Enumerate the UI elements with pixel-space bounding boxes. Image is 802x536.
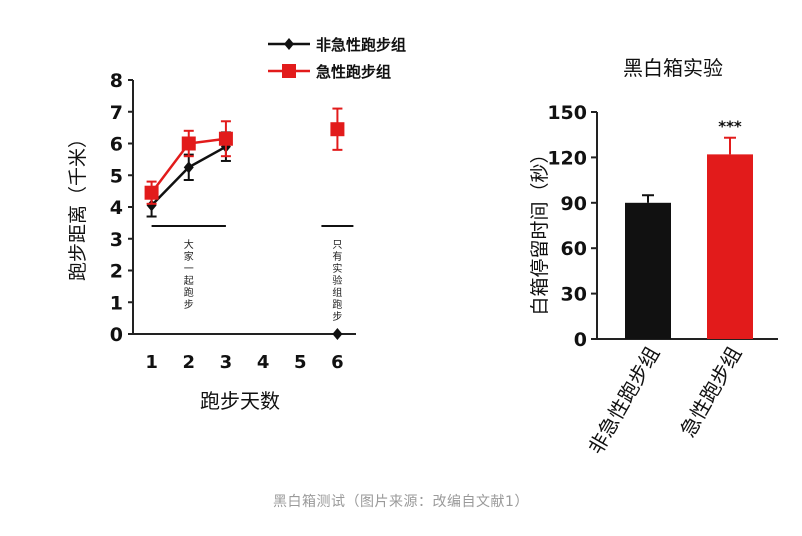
- annotation-char: 只: [332, 240, 342, 251]
- annotation-char: 步: [184, 299, 194, 311]
- legend-label: 非急性跑步组: [316, 36, 406, 54]
- line-point-square: [218, 131, 233, 146]
- annotation-char: 跑: [332, 298, 342, 311]
- annotation-label: 只有实验组跑步: [332, 240, 342, 323]
- annotation-label: 大家一起跑步: [184, 238, 194, 311]
- line-point-diamond: [332, 328, 343, 340]
- line-y-axis-label: 跑步距离（千米）: [67, 129, 89, 281]
- annotation-char: 大: [184, 238, 194, 251]
- bar-acute: [707, 154, 753, 339]
- annotation-char: 组: [332, 286, 342, 299]
- line-y-tick-label: 4: [110, 197, 123, 219]
- line-x-tick-label: 6: [331, 352, 344, 373]
- line-point-diamond: [146, 199, 157, 212]
- line-series-group: [144, 107, 345, 340]
- line-y-tick-label: 7: [110, 102, 123, 124]
- annotation-char: 跑: [184, 286, 194, 299]
- bar-y-tick-label: 90: [561, 193, 587, 215]
- annotation-char: 实: [332, 262, 342, 275]
- line-y-tick-label: 3: [110, 229, 123, 251]
- bar-category-label: 急性跑步组: [676, 343, 747, 442]
- annotation-char: 起: [184, 275, 194, 287]
- line-y-tick-label: 6: [110, 134, 123, 156]
- annotation-char: 一: [184, 264, 194, 275]
- line-point-square: [144, 185, 159, 200]
- line-x-axis-label: 跑步天数: [200, 389, 280, 413]
- bar-y-tick-label: 120: [547, 147, 587, 169]
- line-x-tick-label: 4: [257, 352, 270, 373]
- line-x-ticks: 1 2 3 4 5 6: [145, 352, 343, 373]
- line-point-diamond: [183, 161, 194, 174]
- line-x-tick-label: 5: [294, 352, 307, 373]
- line-x-tick-label: 1: [145, 352, 158, 373]
- line-y-tick-label: 2: [110, 261, 123, 283]
- line-point-square: [330, 122, 345, 137]
- line-y-tick-label: 8: [110, 70, 123, 92]
- legend-marker-diamond: [284, 38, 294, 50]
- bar-y-ticks: 0 30 60 90 120 150: [547, 102, 597, 351]
- legend-marker-square: [282, 64, 296, 78]
- bar-x-tick-labels: 非急性跑步组 急性跑步组: [584, 343, 747, 459]
- line-y-tick-label: 1: [110, 292, 123, 314]
- line-point-square: [181, 136, 196, 151]
- annotation-char: 家: [184, 250, 194, 263]
- legend-label: 急性跑步组: [316, 63, 391, 81]
- bar-y-tick-label: 60: [561, 238, 587, 260]
- annotation-char: 有: [332, 250, 342, 263]
- line-y-tick-label: 0: [110, 324, 123, 346]
- line-y-tick-label: 5: [110, 165, 123, 187]
- significance-marker: ***: [718, 118, 742, 136]
- bar-marks: ***: [625, 118, 753, 339]
- line-y-ticks: 0 1 2 3 4 5 6 7 8: [110, 70, 133, 346]
- annotation-char: 步: [332, 311, 342, 323]
- annotation-char: 验: [332, 274, 342, 287]
- figure-caption: 黑白箱测试（图片来源：改编自文献1）: [273, 494, 529, 510]
- bar-y-tick-label: 30: [561, 284, 587, 306]
- bar-y-tick-label: 0: [574, 329, 587, 351]
- bar-chart: 黑白箱实验 0 30 60 90 120 150 *** 非急性跑步组 急性跑步组 白箱停留…: [529, 56, 778, 458]
- bar-y-tick-label: 150: [547, 102, 587, 124]
- bar-non-acute: [625, 202, 671, 339]
- bar-category-label: 非急性跑步组: [584, 343, 665, 459]
- line-x-tick-label: 2: [182, 352, 195, 373]
- bar-chart-title: 黑白箱实验: [623, 56, 723, 80]
- line-x-tick-label: 3: [220, 352, 233, 373]
- bar-y-axis-label: 白箱停留时间（秒）: [529, 144, 551, 315]
